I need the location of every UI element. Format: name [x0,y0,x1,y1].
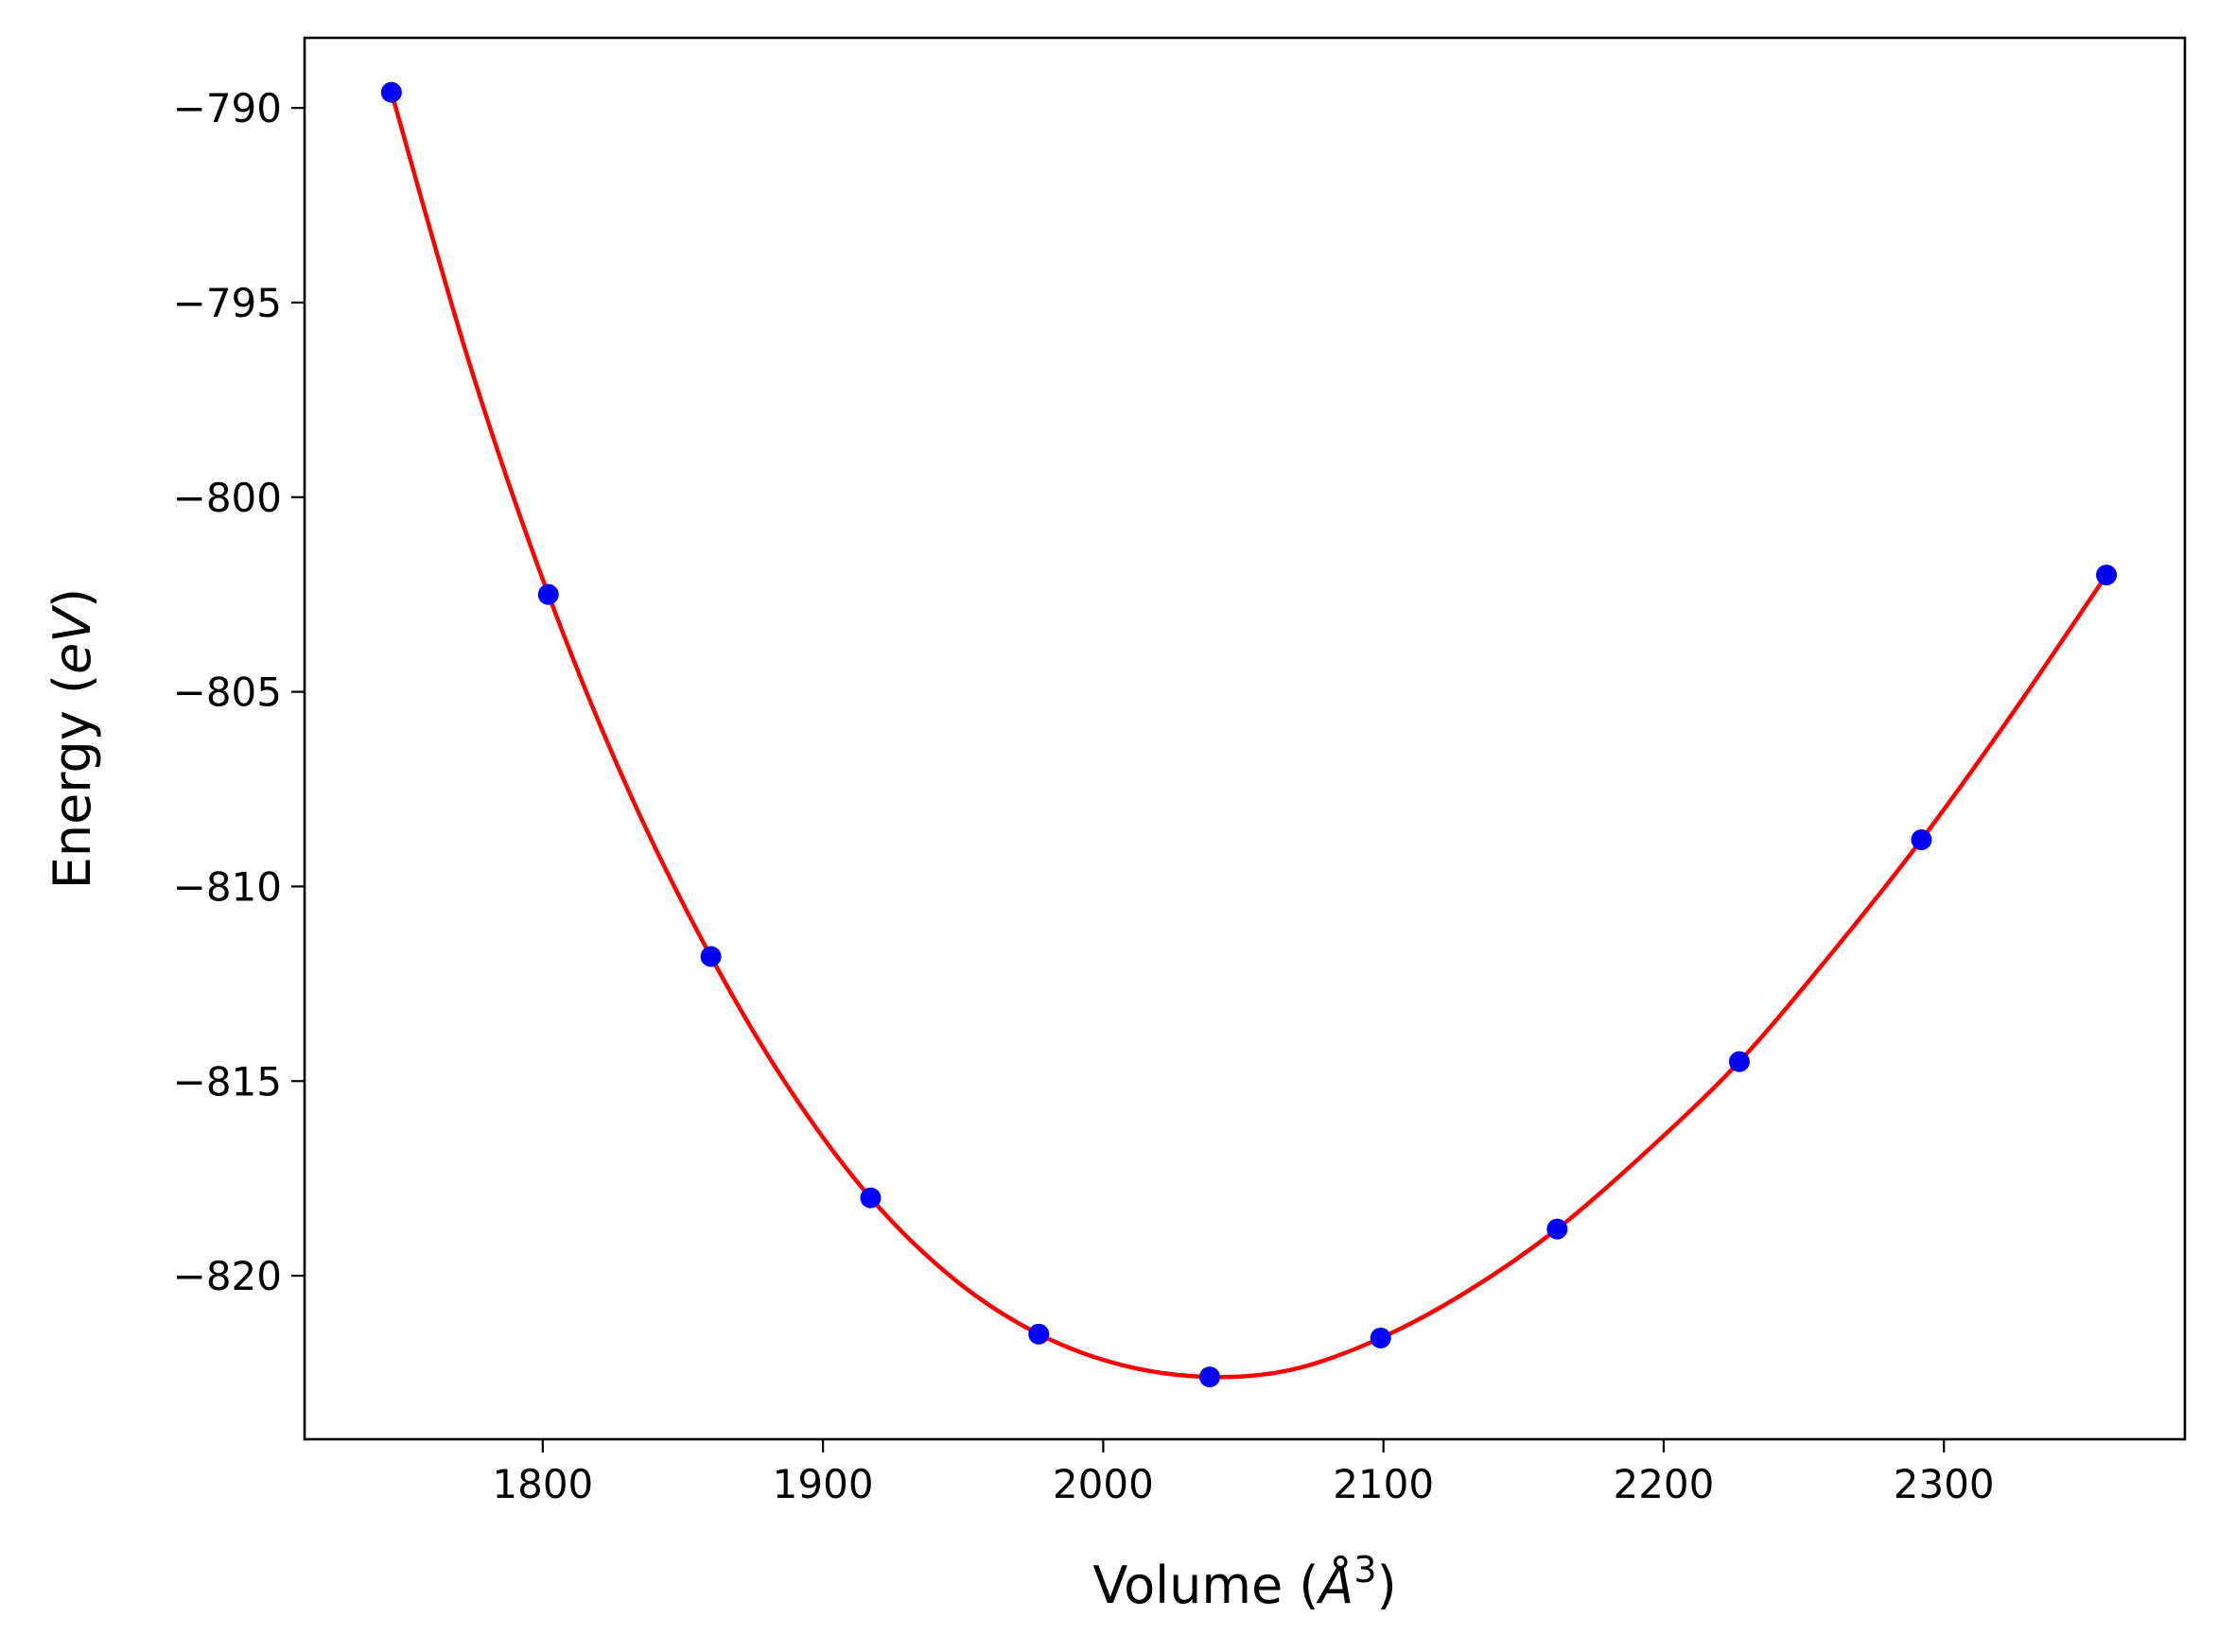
fit-curve [389,91,2108,1380]
x-tick-label: 1800 [492,1461,593,1507]
data-point [380,81,402,103]
data-point [1728,1051,1750,1072]
y-tick-label: −810 [173,863,282,910]
data-point [2096,565,2118,586]
x-tick-label: 1900 [773,1461,874,1507]
x-axis-label: Volume (Å3) [1092,1549,1396,1615]
x-tick-label: 2200 [1613,1461,1714,1507]
y-tick-label: −800 [173,475,282,521]
data-point [1911,829,1932,851]
x-tick-label: 2100 [1333,1461,1434,1507]
y-tick-label: −790 [173,85,282,131]
y-axis-label: Energy (eV) [43,588,102,890]
data-point [1028,1323,1050,1345]
x-tick-label: 2300 [1894,1461,1995,1507]
y-tick-label: −795 [173,280,282,326]
y-tick-label: −815 [173,1058,282,1104]
data-point [1370,1327,1391,1348]
data-point [1546,1218,1568,1240]
y-tick-label: −805 [173,669,282,716]
data-point [860,1187,882,1209]
data-point [700,946,722,967]
data-point [537,583,559,605]
x-tick-label: 2000 [1053,1461,1154,1507]
data-point [1198,1366,1220,1388]
plot-area [380,81,2118,1388]
y-tick-label: −820 [173,1253,282,1299]
axes-frame [303,36,2187,1441]
axis-ticks: 1800 1900 2000 2100 2200 2300 −790 −795 −800 −805… [173,85,1995,1507]
